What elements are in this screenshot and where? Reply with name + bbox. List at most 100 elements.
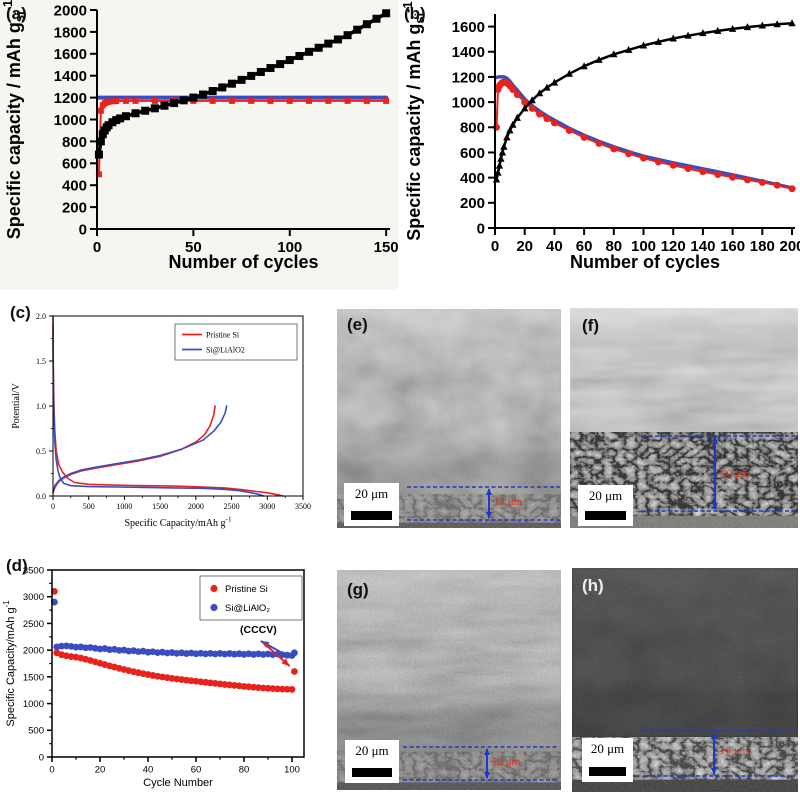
svg-text:2500: 2500	[224, 502, 240, 511]
svg-text:140: 140	[690, 238, 715, 255]
svg-text:0.5: 0.5	[36, 447, 46, 456]
svg-text:1200: 1200	[54, 90, 87, 107]
svg-text:1000: 1000	[23, 699, 44, 710]
svg-text:60: 60	[191, 765, 202, 776]
svg-text:80: 80	[605, 238, 622, 255]
scale-bar-line	[585, 511, 626, 520]
svg-text:150: 150	[374, 239, 398, 256]
svg-text:Number of cycles: Number of cycles	[570, 252, 720, 272]
svg-text:800: 800	[62, 134, 87, 151]
svg-text:Number of cycles: Number of cycles	[168, 252, 318, 272]
thickness-annotation-text: 30 μm	[721, 468, 750, 480]
svg-text:Pristine Si: Pristine Si	[206, 330, 240, 339]
svg-text:2500: 2500	[23, 619, 44, 630]
scale-bar-text: 20 μm	[590, 741, 625, 756]
svg-text:0: 0	[39, 752, 44, 763]
panel-label-e: (e)	[347, 315, 368, 334]
svg-text:0: 0	[93, 239, 101, 256]
svg-text:500: 500	[28, 726, 44, 737]
sem-image-f: (f) 20 μm 30 μm	[570, 308, 798, 528]
svg-text:500: 500	[83, 502, 95, 511]
svg-text:Si@LiAlO₂: Si@LiAlO₂	[225, 603, 270, 614]
scale-bar-h: 20 μm	[582, 738, 633, 782]
svg-text:3500: 3500	[295, 502, 311, 511]
svg-text:1.5: 1.5	[36, 357, 46, 366]
svg-text:400: 400	[460, 170, 485, 187]
svg-text:800: 800	[460, 120, 485, 137]
panel-label-a: (a)	[6, 4, 27, 23]
panel-a-cycling-chart: 0 50 100 150 0 200 400 600 800 1000 1200 1400 1600 18…	[0, 0, 398, 290]
thickness-annotation-text: 13 μm	[494, 496, 523, 508]
svg-text:100: 100	[631, 238, 656, 255]
svg-text:1800: 1800	[54, 24, 87, 41]
svg-text:1200: 1200	[452, 69, 485, 86]
svg-text:Specific Capacity/mAh g-1: Specific Capacity/mAh g-1	[124, 516, 231, 530]
panel-c-voltage-profile-chart: 0 500 1000 1500 2000 2500 3000 3500 0.0 0.5 1.0 1.5…	[5, 300, 315, 538]
svg-text:1500: 1500	[23, 672, 44, 683]
svg-text:60: 60	[576, 238, 593, 255]
svg-text:40: 40	[546, 238, 563, 255]
sem-image-h: (h) 20 μm 16 μm	[572, 568, 798, 792]
svg-text:1600: 1600	[452, 19, 485, 36]
scale-bar-line	[588, 767, 627, 776]
svg-text:0: 0	[477, 220, 485, 237]
thickness-annotation-text: 16 μm	[720, 745, 749, 757]
sem-e-texture	[337, 309, 561, 528]
svg-text:2000: 2000	[188, 502, 204, 511]
svg-text:Potential/V: Potential/V	[11, 382, 22, 428]
svg-text:0: 0	[51, 502, 55, 511]
svg-text:1600: 1600	[54, 46, 87, 63]
svg-text:2.0: 2.0	[36, 312, 46, 321]
svg-text:200: 200	[62, 200, 87, 217]
svg-text:180: 180	[750, 238, 775, 255]
svg-text:0: 0	[49, 765, 54, 776]
svg-text:600: 600	[62, 156, 87, 173]
svg-text:Specific Capacity/mAh g-1: Specific Capacity/mAh g-1	[2, 600, 17, 727]
scale-bar-text: 20 μm	[354, 486, 389, 501]
svg-text:80: 80	[239, 765, 250, 776]
thickness-annotation-text: 12 μm	[492, 756, 521, 768]
svg-text:20: 20	[95, 765, 106, 776]
svg-text:600: 600	[460, 145, 485, 162]
svg-text:Specific capacity / mAh gsi-1: Specific capacity / mAh gsi-1	[0, 0, 27, 239]
svg-text:3000: 3000	[259, 502, 275, 511]
svg-text:3000: 3000	[23, 592, 44, 603]
chart-d-canvas: 0 20 40 60 80 1000500100015002000250030003500…	[2, 565, 305, 789]
scale-bar-g: 20 μm	[345, 740, 399, 783]
svg-text:200: 200	[780, 238, 800, 255]
scale-bar-text: 20 μm	[588, 488, 623, 503]
svg-text:3500: 3500	[23, 565, 44, 576]
svg-text:400: 400	[62, 178, 87, 195]
scale-bar-line	[351, 511, 392, 520]
svg-text:(CCCV): (CCCV)	[240, 624, 277, 636]
svg-text:1000: 1000	[452, 95, 485, 112]
panel-label-d: (d)	[6, 556, 28, 575]
svg-text:40: 40	[143, 765, 154, 776]
svg-text:0: 0	[491, 238, 499, 255]
scale-bar-line	[352, 768, 392, 777]
scale-bar-e: 20 μm	[344, 483, 399, 526]
svg-text:100: 100	[284, 765, 300, 776]
panel-label-f: (f)	[582, 316, 599, 335]
svg-text:Si@LiAlO2: Si@LiAlO2	[206, 345, 245, 354]
svg-text:1000: 1000	[116, 502, 132, 511]
svg-text:0: 0	[79, 221, 87, 238]
sem-h-texture	[572, 568, 798, 792]
svg-text:120: 120	[661, 238, 686, 255]
svg-text:1400: 1400	[54, 68, 87, 85]
panel-d-cycle-life-chart: 0 20 40 60 80 100 0 500 1000 1500 2000 2500 3000 3500…	[0, 548, 316, 792]
svg-text:Pristine Si: Pristine Si	[225, 584, 268, 595]
panel-label-b: (b)	[404, 4, 426, 23]
svg-text:20: 20	[516, 238, 533, 255]
svg-text:Specific capacity / mAh gsi-1: Specific capacity / mAh gsi-1	[402, 1, 427, 240]
svg-text:2000: 2000	[23, 646, 44, 657]
sem-image-e: (e) 20 μm 13 μm	[337, 309, 561, 528]
panel-label-h: (h)	[582, 576, 604, 595]
sem-image-g: (g) 20 μm 12 μm	[337, 570, 561, 790]
svg-text:2000: 2000	[54, 2, 87, 19]
svg-text:160: 160	[720, 238, 745, 255]
chart-c-canvas: 0 500 1000 1500 2000 2500 3000 3500 0.0 0.5 1.0 1.5…	[11, 312, 311, 530]
scale-bar-f: 20 μm	[578, 485, 633, 526]
